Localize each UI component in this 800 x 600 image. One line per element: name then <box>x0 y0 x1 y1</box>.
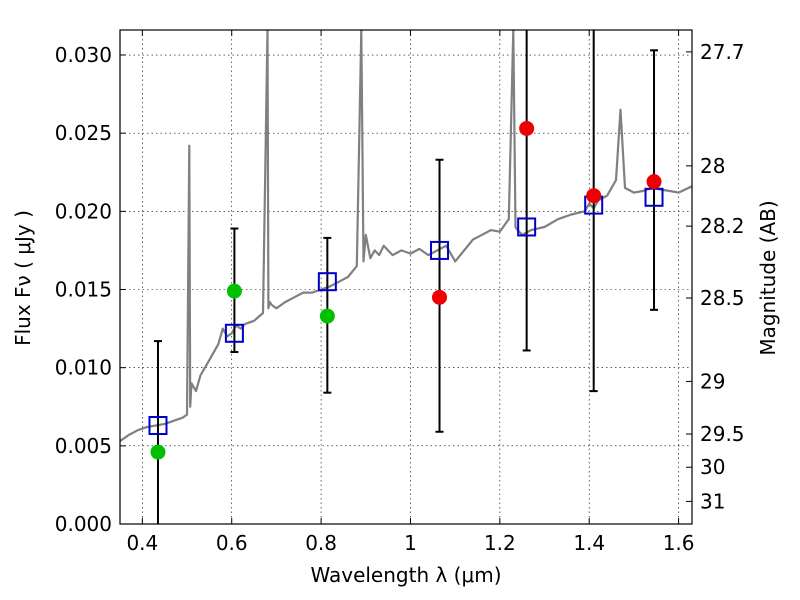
y-tick-label: 0.030 <box>55 43 112 67</box>
detection-point <box>226 283 242 299</box>
spectrum-layer <box>120 30 692 443</box>
detection-point <box>319 308 335 324</box>
y-right-axis-title: Magnitude (AB) <box>756 200 780 355</box>
marker-layer <box>148 120 664 460</box>
x-tick-label: 1.4 <box>573 531 605 555</box>
limit-point <box>646 174 662 190</box>
x-tick-label: 0.6 <box>216 531 248 555</box>
x-tick-label: 1.6 <box>663 531 695 555</box>
x-tick-label: 0.8 <box>305 531 337 555</box>
model-flux-square <box>148 416 168 436</box>
y-tick-label: 0.005 <box>55 434 112 458</box>
right-tick-label: 29 <box>700 369 725 393</box>
y-tick-label: 0.015 <box>55 278 112 302</box>
y-tick-label: 0.000 <box>55 512 112 536</box>
limit-point <box>432 289 448 305</box>
right-tick-label: 29.5 <box>700 422 745 446</box>
x-axis-title: Wavelength λ (μm) <box>310 563 501 587</box>
plot-frame <box>119 29 693 525</box>
x-tick-label: 1.2 <box>484 531 516 555</box>
model-flux-square <box>224 323 244 343</box>
x-tick-label: 0.4 <box>126 531 158 555</box>
errorbar-layer <box>153 30 659 524</box>
y-tick-label: 0.020 <box>55 199 112 223</box>
right-tick-label: 30 <box>700 455 725 479</box>
right-tick-label: 31 <box>700 489 725 513</box>
model-flux-square <box>430 240 450 260</box>
grid-layer <box>120 30 692 524</box>
model-flux-square <box>517 217 537 237</box>
detection-point <box>150 444 166 460</box>
right-tick-label: 28.2 <box>700 214 745 238</box>
y-tick-label: 0.025 <box>55 121 112 145</box>
right-tick-label: 27.7 <box>700 40 745 64</box>
tick-layer: 0.4 0.6 0.8 1 1.2 1.4 1.6 0.000 0.005 0.010 0.015 0… <box>55 30 745 555</box>
model-flux-square <box>317 272 337 292</box>
limit-point <box>586 188 602 204</box>
right-tick-label: 28.5 <box>700 286 745 310</box>
y-tick-label: 0.010 <box>55 356 112 380</box>
x-tick-label: 1 <box>404 531 417 555</box>
right-tick-label: 28 <box>700 154 725 178</box>
limit-point <box>519 120 535 136</box>
model-spectrum-line <box>120 30 692 443</box>
y-axis-title: Flux Fν ( μJy ) <box>11 210 35 346</box>
